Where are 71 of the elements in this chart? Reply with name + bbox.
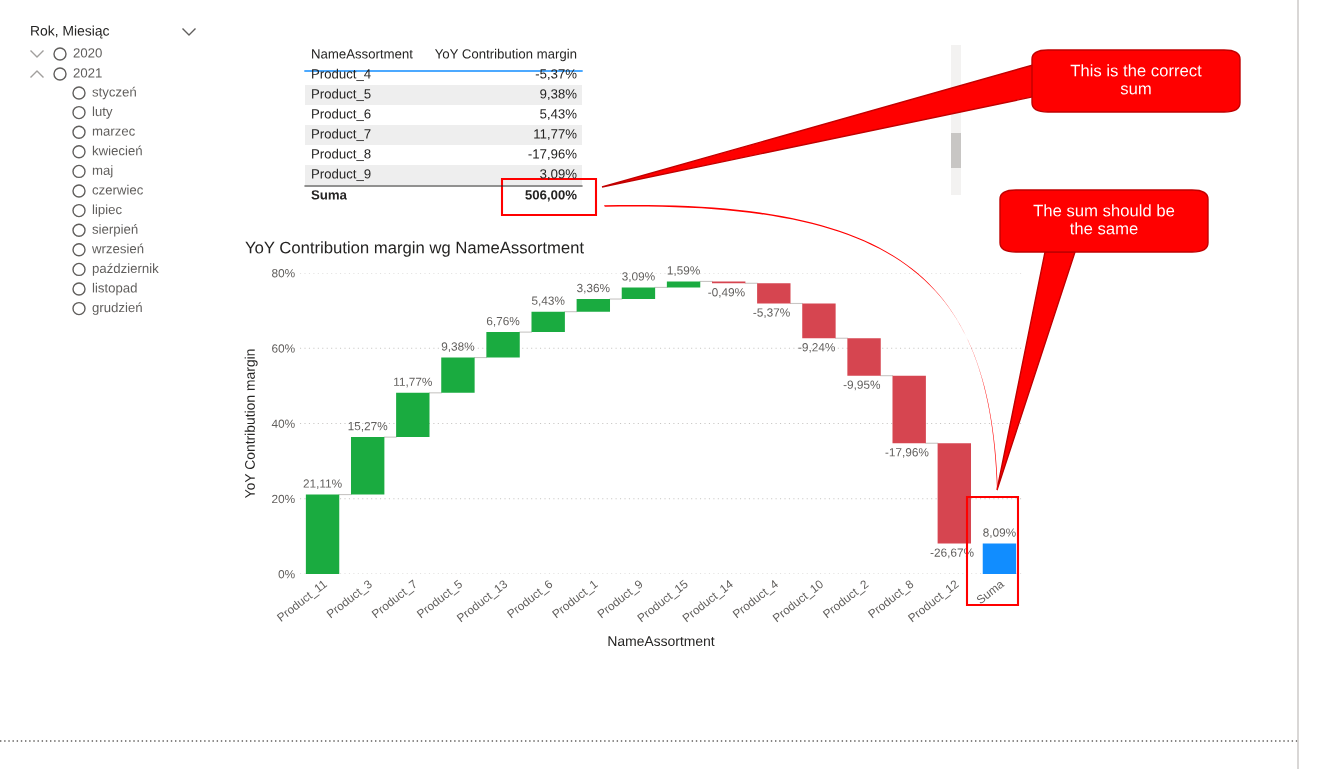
bar xyxy=(486,332,520,358)
category-label: NameAssortment xyxy=(312,49,413,59)
bar xyxy=(757,283,791,304)
data-label: -9,24% xyxy=(798,343,835,353)
bar xyxy=(847,338,881,376)
data-label: -5,37% xyxy=(753,308,790,319)
category-label: YoY Contribution margin xyxy=(434,48,577,62)
text: Product_6 xyxy=(312,108,371,122)
data-label: 21,11% xyxy=(303,479,342,490)
text: sierpień xyxy=(92,223,138,237)
data-label: 9,38% xyxy=(441,342,475,353)
bar xyxy=(576,299,611,312)
y-tick-label: 0% xyxy=(278,570,295,579)
bar xyxy=(802,303,836,339)
text: wrzesień xyxy=(91,243,144,254)
text: lipiec xyxy=(92,204,122,217)
data-label: 3,36% xyxy=(577,283,610,294)
data-label: 3,09% xyxy=(622,272,655,282)
text: 11,77% xyxy=(534,129,577,141)
text: This is the correct sum xyxy=(1070,64,1202,95)
text: czerwiec xyxy=(92,184,143,195)
bar xyxy=(937,443,972,544)
text: 3,09% xyxy=(540,169,577,181)
text: marzec xyxy=(92,128,135,136)
bar xyxy=(621,287,656,300)
text: Product_7 xyxy=(312,128,371,142)
text: kwiecień xyxy=(92,145,142,156)
data-label: -9,95% xyxy=(843,380,881,391)
chart-title: YoY Contribution margin wg NameAssortment xyxy=(245,241,584,257)
bar xyxy=(305,494,340,574)
text: 9,38% xyxy=(540,89,577,101)
data-label: 5,43% xyxy=(531,296,565,307)
text: 2020 xyxy=(73,48,102,58)
y-tick-label: 20% xyxy=(272,494,295,504)
text: 506,00% xyxy=(525,190,577,202)
y-tick-label: 40% xyxy=(271,419,295,428)
y-tick-label: 80% xyxy=(272,269,295,278)
text: -17,96% xyxy=(528,149,577,161)
text: Product_4 xyxy=(312,68,371,82)
x-axis-title: NameAssortment xyxy=(608,636,715,647)
data-label: 11,77% xyxy=(394,377,432,388)
text: luty xyxy=(92,106,113,119)
text: Suma xyxy=(311,190,348,200)
data-label: -17,96% xyxy=(885,448,929,458)
bar xyxy=(982,543,1017,574)
data-label: 6,76% xyxy=(486,316,520,327)
text: The sum should be the same xyxy=(1033,204,1175,235)
text: Product_8 xyxy=(312,148,371,162)
text: Product_9 xyxy=(312,168,371,182)
bar xyxy=(666,281,701,288)
text: styczeń xyxy=(92,86,136,100)
bar xyxy=(350,437,385,495)
data-label: 15,27% xyxy=(348,421,388,432)
text: -5,37% xyxy=(535,69,577,81)
y-axis-title: YoY Contribution margin xyxy=(244,349,258,499)
data-label: 8,09% xyxy=(983,528,1016,539)
bar xyxy=(892,375,926,444)
text: październik xyxy=(92,263,159,276)
text: maj xyxy=(92,165,113,178)
text: grudzień xyxy=(92,302,142,315)
data-label: 1,59% xyxy=(667,266,700,276)
bar xyxy=(531,311,565,333)
bar xyxy=(441,357,475,393)
y-tick-label: 60% xyxy=(272,344,295,353)
text: listopad xyxy=(92,282,137,296)
text: Rok, Miesiąc xyxy=(31,25,110,39)
data-label: -0,49% xyxy=(708,288,745,298)
bar xyxy=(396,392,430,438)
text: Product_5 xyxy=(312,88,371,102)
text: 5,43% xyxy=(540,109,577,121)
text: 2021 xyxy=(73,68,102,78)
